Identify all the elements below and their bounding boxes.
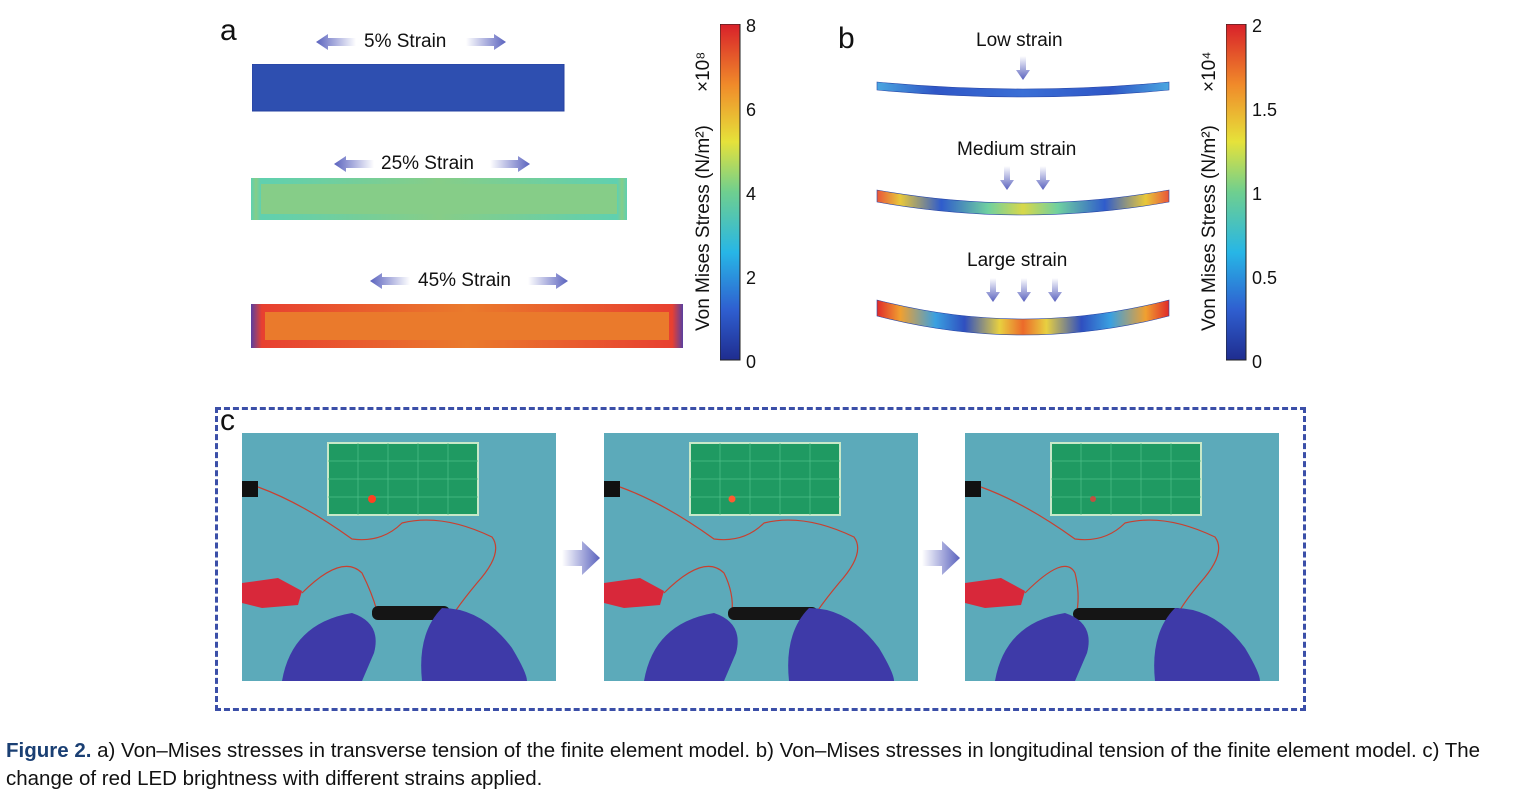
double-arrow-icon	[334, 156, 530, 172]
colorbar-b-tick: 0.5	[1252, 268, 1278, 288]
fem-bend-low-strain	[876, 81, 1170, 98]
colorbar-a-multiplier: ×10⁸	[693, 51, 714, 92]
strain-label-5: 5% Strain	[364, 31, 447, 52]
colorbar-a-tick: 8	[746, 16, 757, 36]
strain-label-large: Large strain	[967, 250, 1068, 271]
colorbar-a-tick: 4	[746, 184, 757, 204]
colorbar-b-title: Von Mises Stress (N/m²)	[1199, 125, 1220, 331]
down-arrows-icon	[986, 278, 1062, 302]
down-arrow-icon	[1016, 56, 1030, 80]
colorbar-b-tick: 1.5	[1252, 100, 1278, 120]
panel-c-frame	[215, 407, 1306, 711]
caption-text: a) Von–Mises stresses in transverse tens…	[6, 739, 1481, 790]
panel-c-letter: c	[220, 404, 235, 437]
colorbar-b-tick: 0	[1252, 352, 1263, 372]
fem-bend-large-strain	[876, 299, 1170, 336]
strain-label-45: 45% Strain	[418, 270, 511, 291]
colorbar-a-tick: 6	[746, 100, 757, 120]
figure-label: Figure 2.	[6, 739, 92, 762]
fem-bend-medium-strain	[876, 189, 1170, 216]
strain-label-25: 25% Strain	[381, 153, 474, 174]
colorbar-b-multiplier: ×10⁴	[1199, 51, 1220, 92]
led-photo-2	[604, 433, 918, 681]
colorbar-a-tick: 0	[746, 352, 757, 372]
panel-b-letter: b	[838, 22, 855, 55]
right-arrow-icon	[922, 541, 960, 575]
colorbar-a-tick: 2	[746, 268, 757, 288]
colorbar-a-title: Von Mises Stress (N/m²)	[693, 125, 714, 331]
colorbar-b	[1226, 24, 1247, 361]
figure-caption: Figure 2. a) Von–Mises stresses in trans…	[6, 737, 1524, 793]
double-arrow-icon	[370, 273, 568, 289]
right-arrow-icon	[562, 541, 600, 575]
fem-beam-5-strain	[252, 64, 565, 112]
strain-label-medium: Medium strain	[957, 139, 1077, 160]
colorbar-b-tick: 2	[1252, 16, 1263, 36]
colorbar-a	[720, 24, 741, 361]
colorbar-b-tick: 1	[1252, 184, 1263, 204]
led-photo-1	[242, 433, 556, 681]
double-arrow-icon	[316, 34, 506, 50]
fem-beam-25-strain	[251, 178, 627, 220]
fem-beam-45-strain	[251, 304, 683, 348]
panel-a-letter: a	[220, 14, 237, 47]
led-photo-3	[965, 433, 1279, 681]
strain-label-low: Low strain	[976, 30, 1063, 51]
down-arrows-icon	[1000, 166, 1050, 190]
